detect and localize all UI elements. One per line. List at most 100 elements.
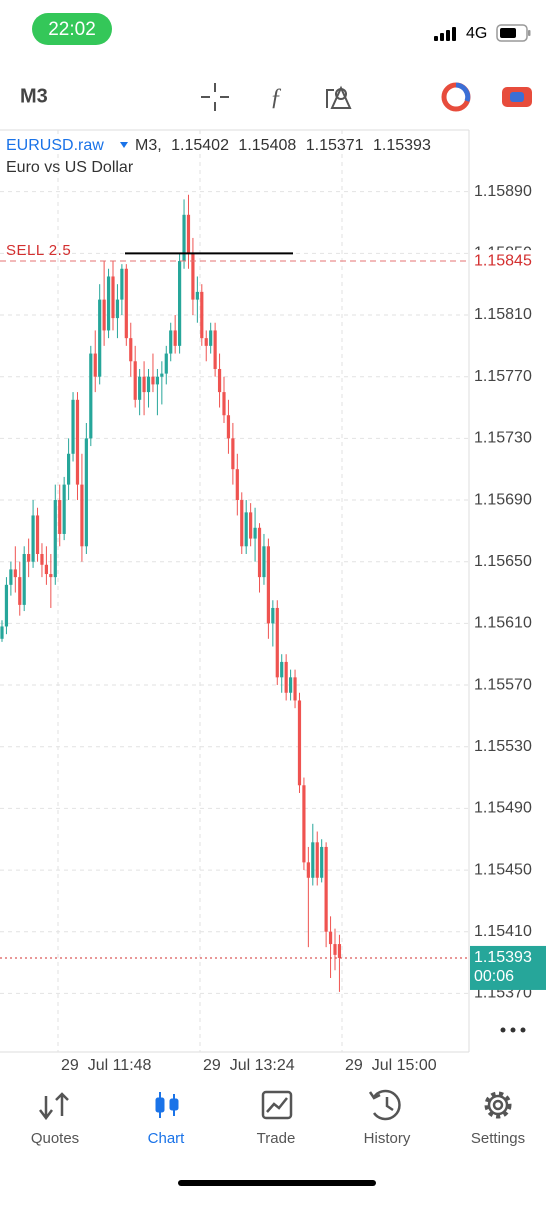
y-tick-label: 1.15450 <box>474 861 532 878</box>
y-tick-label: 1.15810 <box>474 306 532 323</box>
candle-body <box>320 846 324 878</box>
y-tick-label: 1.15730 <box>474 430 532 447</box>
candle-body <box>106 276 111 331</box>
candle-body <box>133 361 137 400</box>
y-tick-label: 1.15530 <box>474 738 532 755</box>
candle-body <box>209 330 213 346</box>
home-indicator <box>178 1180 376 1186</box>
tab-label[interactable]: Trade <box>257 1130 296 1147</box>
symbol-description: Euro vs US Dollar <box>6 159 134 176</box>
candle-body <box>4 584 9 627</box>
candle-body <box>337 944 342 958</box>
x-tick-label: 29 Jul 11:48 <box>61 1057 152 1074</box>
time-pill <box>32 13 112 45</box>
y-tick-label: 1.15610 <box>474 615 532 632</box>
sell-price-bg <box>470 250 554 273</box>
candle-body <box>226 415 231 439</box>
candle-body <box>306 862 310 878</box>
candle-body <box>151 376 155 385</box>
history-icon[interactable] <box>368 1089 401 1121</box>
candle-body <box>124 268 128 339</box>
candle-body <box>138 376 142 400</box>
ohlc-line: M3, 1.15402 1.15408 1.15371 1.15393 <box>135 137 431 154</box>
candle-body <box>155 376 159 385</box>
candle-body <box>302 785 306 863</box>
sell-order-label: SELL 2.5 <box>6 242 71 259</box>
tab-label[interactable]: Chart <box>148 1130 186 1147</box>
candle-body <box>62 484 66 534</box>
candle-body <box>293 677 297 701</box>
crosshair-icon[interactable] <box>201 83 229 111</box>
candle-body <box>142 376 146 393</box>
candle-body <box>191 253 195 300</box>
candle-body <box>93 353 97 377</box>
candle-body <box>266 546 270 624</box>
countdown-label: 00:06 <box>474 968 514 985</box>
candle-body <box>164 353 168 374</box>
objects-icon[interactable] <box>326 85 352 109</box>
candle-body <box>111 276 115 319</box>
sell-price-label: 1.15845 <box>474 252 532 269</box>
candle-body <box>297 700 302 786</box>
settings-icon[interactable] <box>484 1091 512 1119</box>
y-tick-label: 1.15690 <box>474 491 532 508</box>
chart-icon[interactable] <box>155 1092 179 1118</box>
candle-body <box>71 399 75 454</box>
plot <box>0 194 342 992</box>
candle-body <box>22 553 26 605</box>
indicators-icon[interactable]: ƒ <box>270 85 282 111</box>
symbol[interactable]: EURUSD.raw <box>6 137 104 154</box>
y-tick-label: 1.15770 <box>474 368 532 385</box>
candle-body <box>169 330 173 354</box>
candle-body <box>275 607 279 678</box>
grid: 1.158901.158501.158101.157701.157301.156… <box>0 130 532 1074</box>
candle-body <box>289 677 293 693</box>
y-tick-label: 1.15490 <box>474 800 532 817</box>
candle-body <box>9 569 13 585</box>
candle-body <box>89 353 93 439</box>
candle-body <box>240 500 244 547</box>
candle-body <box>253 527 257 539</box>
candle-body <box>213 330 217 369</box>
trade-icon[interactable] <box>261 1090 293 1120</box>
candle-body <box>315 842 319 878</box>
candle-body <box>27 553 31 562</box>
x-tick-label: 29 Jul 13:24 <box>203 1057 295 1074</box>
app-icon-2[interactable] <box>502 87 532 107</box>
current-price-label: 1.15393 <box>474 949 532 966</box>
candle-body <box>231 438 235 470</box>
more-menu[interactable] <box>500 1027 526 1033</box>
candle-body <box>80 484 84 547</box>
candle-body <box>49 574 53 578</box>
candle-body <box>115 299 120 319</box>
candle-body <box>311 842 315 878</box>
signal-icon <box>434 27 456 41</box>
y-tick-label: 1.15650 <box>474 553 532 570</box>
toolbar-timeframe[interactable]: M3 <box>20 85 48 107</box>
candle-body <box>40 553 44 565</box>
tab-label[interactable]: Quotes <box>31 1130 79 1147</box>
candle-body <box>75 399 80 485</box>
tab-label[interactable]: Settings <box>471 1130 525 1147</box>
candle-body <box>284 661 288 693</box>
tab-label[interactable]: History <box>364 1130 411 1147</box>
candle-body <box>271 607 275 624</box>
candle-body <box>129 338 133 362</box>
app-icon-1[interactable] <box>441 82 471 112</box>
status-network: 4G <box>466 25 487 42</box>
candle-body <box>178 261 182 346</box>
candle-body <box>58 500 62 534</box>
quotes-icon[interactable] <box>39 1092 69 1121</box>
tab-bar: Quotes Chart Trade History Settings <box>31 1130 525 1147</box>
candle-body <box>182 214 186 262</box>
candle-body <box>324 846 328 932</box>
candle-body <box>244 512 248 547</box>
symbol-dropdown[interactable] <box>120 142 128 148</box>
candle-body <box>195 291 199 300</box>
candle-body <box>235 469 239 501</box>
candle-body <box>173 330 177 346</box>
candle-body <box>84 438 88 547</box>
candle-body <box>98 299 102 377</box>
